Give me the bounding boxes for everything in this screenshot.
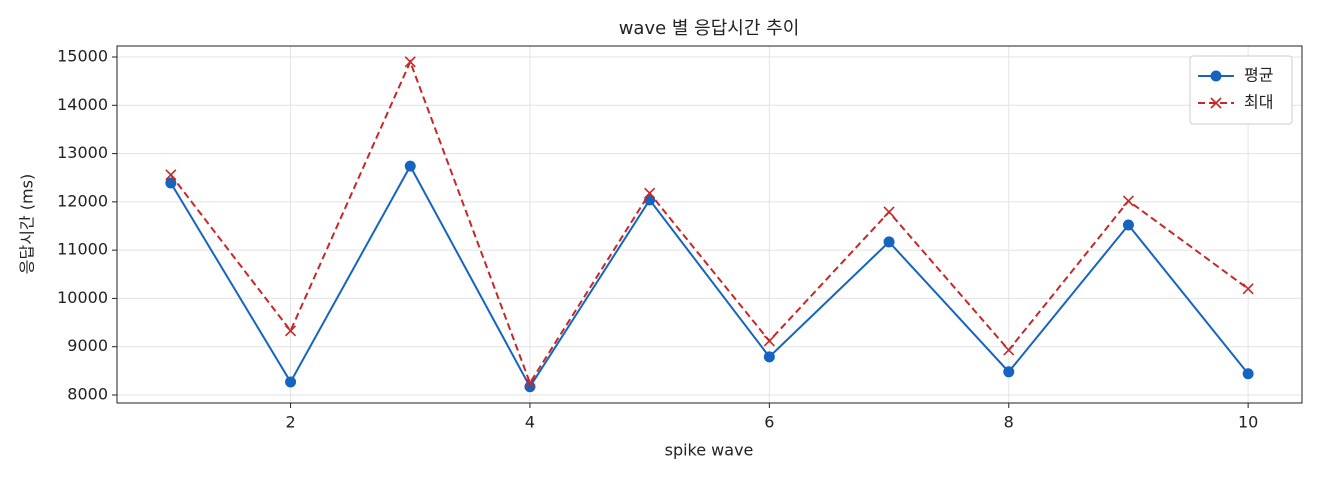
marker xyxy=(165,177,177,189)
y-axis-label: 응답시간 (ms) xyxy=(18,174,37,274)
x-axis-label: spike wave xyxy=(665,441,754,460)
marker xyxy=(1242,283,1254,295)
marker xyxy=(883,236,895,248)
marker xyxy=(763,351,775,363)
marker xyxy=(404,160,416,172)
marker xyxy=(1003,366,1015,378)
x-tick-label: 6 xyxy=(764,413,774,432)
y-tick-label: 12000 xyxy=(57,191,108,210)
y-tick-label: 13000 xyxy=(57,143,108,162)
marker xyxy=(524,377,536,389)
marker xyxy=(404,56,416,68)
y-tick-label: 8000 xyxy=(67,384,108,403)
y-tick-label: 15000 xyxy=(57,47,108,66)
chart-title: wave 별 응답시간 추이 xyxy=(619,18,800,39)
legend-label: 최대 xyxy=(1244,93,1273,112)
legend-marker xyxy=(1210,97,1222,109)
y-tick-label: 14000 xyxy=(57,95,108,114)
line xyxy=(170,59,1249,386)
marker xyxy=(763,335,775,347)
marker xyxy=(285,376,297,388)
legend-marker xyxy=(1210,70,1222,82)
marker xyxy=(1122,219,1134,231)
x-tick-label: 4 xyxy=(525,413,535,432)
plot-frame xyxy=(116,45,1303,404)
marker xyxy=(1122,195,1135,207)
marker xyxy=(1003,344,1015,356)
y-tick-label: 11000 xyxy=(57,240,108,259)
y-tick-label: 10000 xyxy=(57,288,108,307)
y-tick-label: 9000 xyxy=(67,336,108,355)
marker xyxy=(644,187,656,199)
line xyxy=(170,164,1249,389)
marker xyxy=(524,381,536,393)
marker xyxy=(883,206,895,218)
marker xyxy=(1242,368,1254,380)
x-tick-label: 8 xyxy=(1004,413,1014,432)
marker xyxy=(284,325,297,337)
legend-box xyxy=(1189,55,1293,125)
x-tick-label: 10 xyxy=(1238,413,1258,432)
x-tick-label: 2 xyxy=(285,413,295,432)
marker xyxy=(165,169,177,181)
legend-label: 평균 xyxy=(1244,66,1273,85)
